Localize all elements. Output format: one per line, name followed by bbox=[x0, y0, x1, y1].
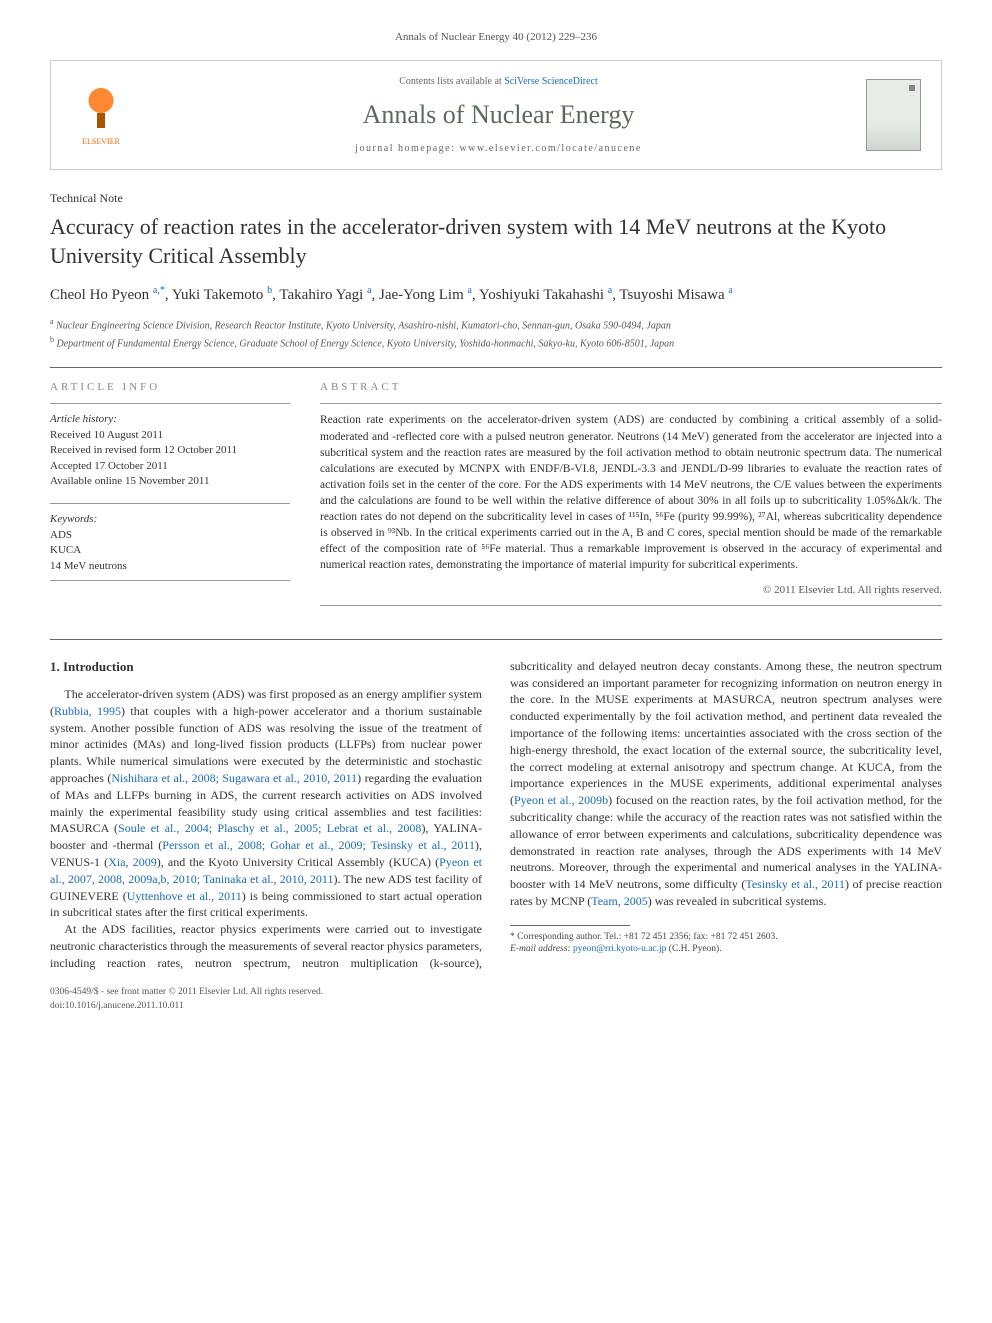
keyword: 14 MeV neutrons bbox=[50, 559, 290, 574]
elsevier-logo: ELSEVIER bbox=[71, 83, 131, 147]
citation-link[interactable]: Uyttenhove et al., 2011 bbox=[127, 889, 242, 903]
full-divider bbox=[50, 639, 942, 640]
citation-link[interactable]: Rubbia, 1995 bbox=[54, 704, 121, 718]
citation-link[interactable]: Tesinsky et al., 2011 bbox=[745, 877, 845, 891]
abstract-copyright: © 2011 Elsevier Ltd. All rights reserved… bbox=[320, 583, 942, 598]
article-info-col: ARTICLE INFO Article history: Received 1… bbox=[50, 380, 290, 614]
corresponding-footnote: * Corresponding author. Tel.: +81 72 451… bbox=[510, 931, 942, 956]
affiliation-a: a Nuclear Engineering Science Division, … bbox=[50, 316, 942, 333]
contents-available-line: Contents lists available at SciVerse Sci… bbox=[131, 75, 866, 89]
abstract-label: ABSTRACT bbox=[320, 380, 942, 395]
sub-divider bbox=[320, 605, 942, 606]
header-center: Contents lists available at SciVerse Sci… bbox=[131, 75, 866, 155]
keywords-title: Keywords: bbox=[50, 512, 290, 527]
keywords-block: Keywords: ADS KUCA 14 MeV neutrons bbox=[50, 512, 290, 574]
footnote-separator bbox=[510, 925, 630, 926]
note-type: Technical Note bbox=[50, 190, 942, 207]
citation-link[interactable]: Soule et al., 2004; Plaschy et al., 2005… bbox=[118, 821, 421, 835]
abstract-text: Reaction rate experiments on the acceler… bbox=[320, 412, 942, 573]
footer-copyright: 0306-4549/$ - see front matter © 2011 El… bbox=[50, 986, 323, 999]
corresponding-line: * Corresponding author. Tel.: +81 72 451… bbox=[510, 931, 942, 943]
email-link[interactable]: pyeon@rri.kyoto-u.ac.jp bbox=[573, 944, 666, 954]
affiliation-b: b Department of Fundamental Energy Scien… bbox=[50, 334, 942, 351]
sciencedirect-link[interactable]: SciVerse ScienceDirect bbox=[504, 76, 598, 87]
journal-header-box: ELSEVIER Contents lists available at Sci… bbox=[50, 60, 942, 170]
body-columns: 1. Introduction The accelerator-driven s… bbox=[50, 658, 942, 972]
keyword: ADS bbox=[50, 528, 290, 543]
page-footer: 0306-4549/$ - see front matter © 2011 El… bbox=[50, 986, 942, 1013]
citation-link[interactable]: Persson et al., 2008; Gohar et al., 2009… bbox=[162, 838, 475, 852]
citation-line: Annals of Nuclear Energy 40 (2012) 229–2… bbox=[50, 30, 942, 45]
history-title: Article history: bbox=[50, 412, 290, 427]
affiliations: a Nuclear Engineering Science Division, … bbox=[50, 316, 942, 351]
elsevier-tree-icon bbox=[76, 83, 126, 133]
journal-homepage: journal homepage: www.elsevier.com/locat… bbox=[131, 142, 866, 156]
contents-prefix: Contents lists available at bbox=[399, 76, 504, 87]
history-line: Available online 15 November 2011 bbox=[50, 474, 290, 489]
abstract-col: ABSTRACT Reaction rate experiments on th… bbox=[320, 380, 942, 614]
sub-divider bbox=[50, 503, 290, 504]
article-history: Article history: Received 10 August 2011… bbox=[50, 412, 290, 489]
citation-link[interactable]: Nishihara et al., 2008; Sugawara et al.,… bbox=[111, 771, 357, 785]
history-line: Received 10 August 2011 bbox=[50, 428, 290, 443]
article-info-label: ARTICLE INFO bbox=[50, 380, 290, 395]
footer-left: 0306-4549/$ - see front matter © 2011 El… bbox=[50, 986, 323, 1013]
footer-doi: doi:10.1016/j.anucene.2011.10.011 bbox=[50, 1000, 323, 1013]
journal-name: Annals of Nuclear Energy bbox=[131, 97, 866, 133]
email-line: E-mail address: pyeon@rri.kyoto-u.ac.jp … bbox=[510, 943, 942, 955]
sub-divider bbox=[50, 403, 290, 404]
citation-link[interactable]: Team, 2005 bbox=[591, 894, 647, 908]
citation-link[interactable]: Pyeon et al., 2009b bbox=[514, 793, 608, 807]
sub-divider bbox=[50, 580, 290, 581]
citation-link[interactable]: Xia, 2009 bbox=[108, 855, 157, 869]
publisher-name: ELSEVIER bbox=[71, 136, 131, 147]
journal-cover-thumb bbox=[866, 79, 921, 151]
history-line: Received in revised form 12 October 2011 bbox=[50, 443, 290, 458]
sub-divider bbox=[320, 403, 942, 404]
intro-para-1: The accelerator-driven system (ADS) was … bbox=[50, 686, 482, 921]
article-title: Accuracy of reaction rates in the accele… bbox=[50, 213, 942, 270]
authors-line: Cheol Ho Pyeon a,*, Yuki Takemoto b, Tak… bbox=[50, 284, 942, 306]
history-line: Accepted 17 October 2011 bbox=[50, 459, 290, 474]
divider bbox=[50, 367, 942, 368]
keyword: KUCA bbox=[50, 543, 290, 558]
section-heading: 1. Introduction bbox=[50, 658, 482, 676]
info-abstract-row: ARTICLE INFO Article history: Received 1… bbox=[50, 380, 942, 614]
